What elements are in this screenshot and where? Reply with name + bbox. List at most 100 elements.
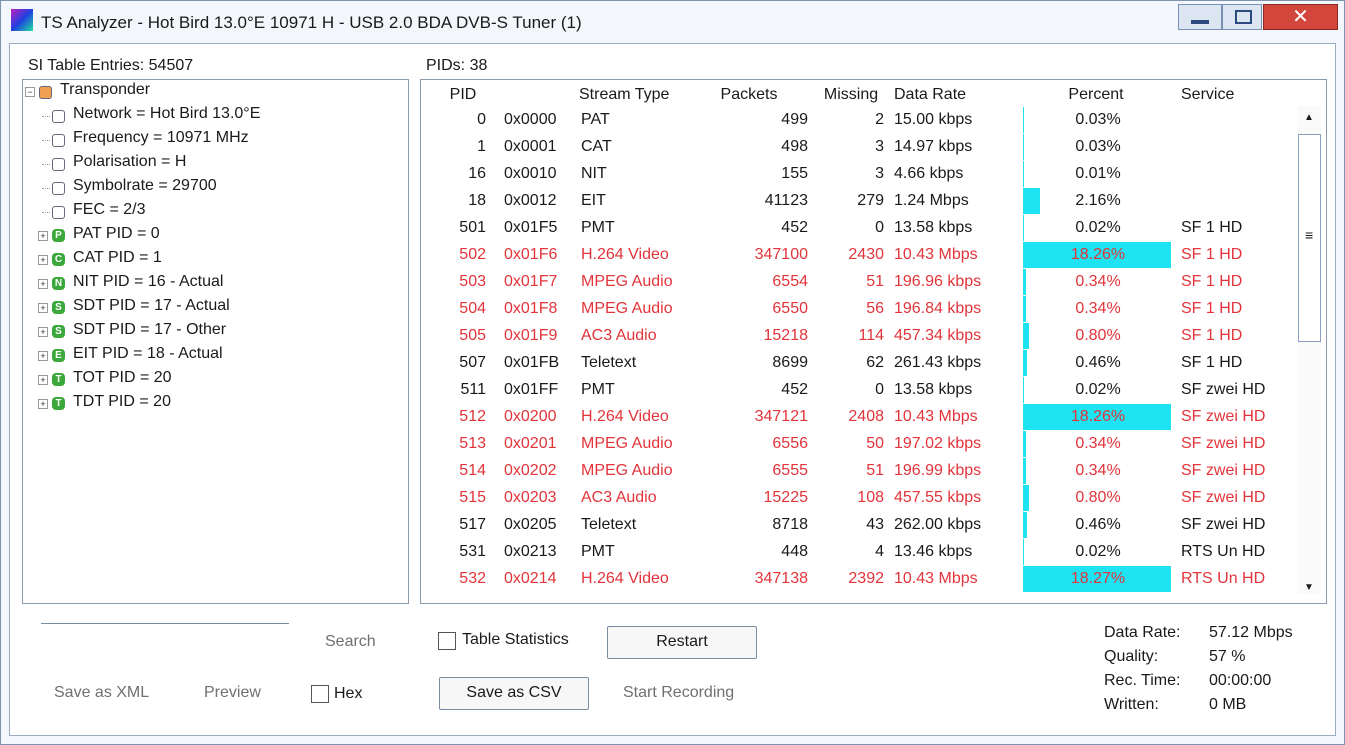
tree-item[interactable]: Frequency = 10971 MHz [73,129,249,146]
cell: NIT [581,165,607,182]
cell: 56 [866,300,884,317]
scrollbar[interactable]: ▲ ≡ ▼ [1298,106,1321,594]
checkbox-label[interactable]: Hex [334,685,363,702]
save-csv-button[interactable]: Save as CSV [439,677,589,710]
app-icon [11,9,33,31]
cell: 41123 [764,192,808,209]
scroll-up[interactable]: ▲ [1304,112,1314,123]
cell: 505 [459,327,486,344]
tree-item[interactable]: Polarisation = H [73,153,187,170]
tree-item[interactable]: SDT PID = 17 - Other [73,321,227,338]
node-icon: T [52,373,65,386]
window-title: TS Analyzer - Hot Bird 13.0°E 10971 H - … [41,13,582,32]
cell: Teletext [581,516,637,533]
tree-item[interactable]: PAT PID = 0 [73,225,160,242]
cell: 197.02 kbps [894,435,982,452]
cell: 347100 [754,246,808,263]
cell: 18 [468,192,486,209]
cell: 155 [781,165,808,182]
record-button[interactable]: Start Recording [623,684,735,701]
cell: 10.43 Mbps [894,570,978,587]
stat-value: 00:00:00 [1209,672,1272,689]
cell: 0.03% [1075,111,1121,128]
cell: 262.00 kbps [894,516,982,533]
checkbox[interactable] [438,632,456,650]
cell: SF 1 HD [1181,219,1243,236]
node-icon: P [52,229,65,242]
tree-item[interactable]: FEC = 2/3 [73,201,146,218]
scroll-thumb[interactable]: ≡ [1298,134,1321,342]
cell: MPEG Audio [581,435,673,452]
pid-table[interactable]: ▲ ≡ ▼ PID Stream Type Packets Missing Data R… [420,79,1327,604]
cell: 514 [459,462,486,479]
node-icon: T [52,397,65,410]
cell: 15218 [763,327,809,344]
cell: Teletext [581,354,637,371]
tree-item[interactable]: SDT PID = 17 - Actual [73,297,230,314]
cell: 531 [459,543,486,560]
cell: 0x01FF [504,381,559,398]
node-icon [52,158,65,171]
table-label: PIDs: 38 [426,57,488,74]
tree-item[interactable]: Network = Hot Bird 13.0°E [73,105,261,122]
tree-item[interactable]: NIT PID = 16 - Actual [73,273,224,290]
stat-label: Quality: [1104,648,1159,665]
preview-button[interactable]: Preview [204,684,261,701]
node-icon: N [52,277,65,290]
cell: 0.01% [1075,165,1121,182]
cell: MPEG Audio [581,462,673,479]
checkbox-label[interactable]: Table Statistics [462,631,569,648]
cell: 0x0000 [504,111,557,128]
cell: 1.24 Mbps [894,192,969,209]
percent-bar [1023,242,1171,268]
percent-bar [1023,512,1027,538]
cell: 6550 [772,300,808,317]
cell: 0 [477,111,486,128]
scroll-down[interactable]: ▼ [1304,582,1314,593]
expander: + [38,303,48,313]
cell: 2.16% [1075,192,1121,209]
cell: 0.34% [1075,273,1121,290]
minimize-button[interactable] [1178,4,1222,30]
cell: 498 [781,138,808,155]
tree-line [42,140,50,141]
maximize-button[interactable] [1222,4,1262,30]
cell: 457.55 kbps [894,489,982,506]
tree-item[interactable]: CAT PID = 1 [73,249,162,266]
tree-line [42,164,50,165]
tree-line [42,212,50,213]
cell: 13.46 kbps [894,543,973,560]
restart-button[interactable]: Restart [607,626,757,659]
percent-bar [1023,485,1030,511]
tree-item[interactable]: TDT PID = 20 [73,393,171,410]
cell: CAT [581,138,612,155]
search-field[interactable] [41,623,289,624]
cell: 347121 [754,408,808,425]
cell: 10.43 Mbps [894,408,978,425]
tree-item[interactable]: Transponder [60,81,151,98]
column-header: Service [1181,86,1235,103]
cell: 0 [875,219,884,236]
tree-item[interactable]: TOT PID = 20 [73,369,172,386]
cell: 15225 [763,489,809,506]
cell: 448 [781,543,808,560]
tree-item[interactable]: Symbolrate = 29700 [73,177,217,194]
cell: 0.80% [1075,489,1121,506]
cell: 1 [477,138,486,155]
close-button[interactable]: ✕ [1263,4,1338,30]
cell: 0.34% [1075,300,1121,317]
cell: 18.27% [1070,570,1126,587]
tree-view[interactable]: − Transponder Network = Hot Bird 13.0°E Fre… [22,79,409,604]
cell: 43 [866,516,884,533]
save-xml-button[interactable]: Save as XML [54,684,150,701]
search-button[interactable]: Search [325,633,376,650]
cell: 8699 [772,354,808,371]
tree-item[interactable]: EIT PID = 18 - Actual [73,345,223,362]
column-header: Stream Type [579,86,670,103]
cell: 196.99 kbps [894,462,982,479]
cell: 14.97 kbps [894,138,973,155]
cell: 0x0200 [504,408,557,425]
expander: − [25,87,35,97]
checkbox[interactable] [311,685,329,703]
cell: 347138 [754,570,808,587]
